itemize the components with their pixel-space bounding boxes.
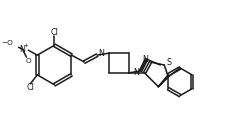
Text: N: N [143,55,148,64]
Text: Cl: Cl [27,83,34,92]
Text: Cl: Cl [50,28,58,37]
Text: O: O [26,58,31,64]
Text: +: + [24,43,29,48]
Text: N: N [134,68,140,77]
Text: S: S [167,58,172,67]
Text: −O: −O [2,40,14,46]
Text: N: N [98,49,104,58]
Text: N: N [19,45,25,54]
